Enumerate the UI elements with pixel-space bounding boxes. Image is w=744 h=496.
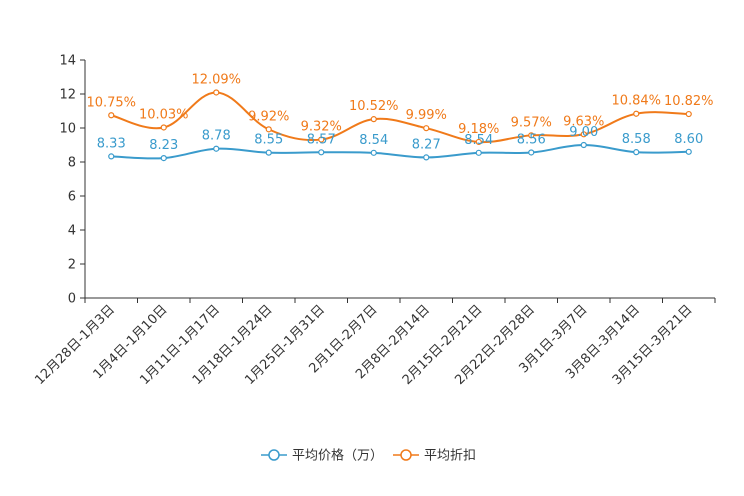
data-label: 8.60 bbox=[674, 132, 703, 147]
data-point bbox=[265, 126, 272, 133]
data-point bbox=[160, 154, 167, 162]
legend[interactable]: 平均价格（万） 平均折扣 bbox=[261, 448, 476, 464]
data-point bbox=[633, 110, 640, 117]
data-label: 8.78 bbox=[202, 129, 231, 144]
data-point bbox=[108, 112, 115, 119]
y-tick-label: 0 bbox=[68, 292, 76, 307]
y-tick-label: 6 bbox=[68, 190, 76, 205]
data-point bbox=[423, 154, 430, 161]
data-label: 10.84% bbox=[611, 94, 661, 109]
y-tick-label: 8 bbox=[68, 156, 76, 171]
data-label: 8.57 bbox=[307, 132, 336, 147]
data-point bbox=[528, 149, 535, 156]
data-label: 9.18% bbox=[458, 122, 499, 137]
data-label: 9.92% bbox=[248, 109, 289, 124]
data-point bbox=[265, 149, 272, 156]
legend-item-1[interactable]: 平均价格（万） bbox=[261, 448, 383, 464]
data-point bbox=[160, 124, 167, 131]
data-point bbox=[580, 131, 587, 138]
data-point bbox=[685, 110, 692, 118]
series-lines bbox=[108, 89, 692, 162]
data-label: 9.32% bbox=[301, 120, 342, 135]
data-point bbox=[213, 145, 220, 152]
data-label: 9.99% bbox=[406, 108, 447, 123]
legend-label: 平均价格（万） bbox=[292, 448, 383, 464]
data-label: 8.54 bbox=[359, 133, 388, 148]
legend-item-2[interactable]: 平均折扣 bbox=[393, 449, 476, 464]
data-point bbox=[370, 116, 377, 123]
data-point bbox=[475, 138, 482, 146]
data-label: 10.82% bbox=[664, 94, 714, 109]
data-point bbox=[318, 136, 325, 143]
data-label: 10.52% bbox=[349, 99, 399, 114]
data-point bbox=[213, 89, 220, 96]
y-tick-label: 14 bbox=[59, 54, 76, 69]
data-label: 8.56 bbox=[517, 132, 546, 147]
data-point bbox=[580, 141, 587, 149]
data-point bbox=[108, 153, 115, 160]
data-label: 8.33 bbox=[97, 136, 126, 151]
y-tick-label: 4 bbox=[68, 224, 76, 239]
y-tick-label: 10 bbox=[59, 122, 76, 137]
legend-label: 平均折扣 bbox=[424, 449, 476, 464]
data-label: 8.23 bbox=[149, 138, 178, 153]
data-label: 9.57% bbox=[511, 115, 552, 130]
data-label: 10.03% bbox=[139, 107, 189, 122]
data-label: 12.09% bbox=[191, 72, 241, 87]
data-label: 8.54 bbox=[464, 133, 493, 148]
series-line-1 bbox=[111, 143, 689, 160]
data-point bbox=[318, 149, 325, 156]
legend-marker-icon bbox=[268, 449, 280, 461]
data-point bbox=[528, 132, 535, 139]
y-tick-label: 2 bbox=[68, 258, 76, 273]
data-point bbox=[423, 125, 430, 132]
legend-marker-icon bbox=[400, 449, 412, 461]
data-point bbox=[633, 149, 640, 156]
data-label: 8.55 bbox=[254, 133, 283, 148]
data-label: 10.75% bbox=[86, 95, 136, 110]
data-label: 9.63% bbox=[563, 114, 604, 129]
data-point bbox=[685, 148, 692, 155]
data-labels: 8.33 8.23 8.78 8.55 8.57 8.54 8.27 8.54 8.56 9.00… bbox=[86, 72, 713, 153]
data-label: 8.27 bbox=[412, 137, 441, 152]
data-point bbox=[475, 149, 482, 156]
data-label: 9.00 bbox=[569, 125, 598, 140]
y-tick-label: 12 bbox=[59, 88, 76, 103]
data-label: 8.58 bbox=[622, 132, 651, 147]
data-point bbox=[370, 149, 377, 156]
